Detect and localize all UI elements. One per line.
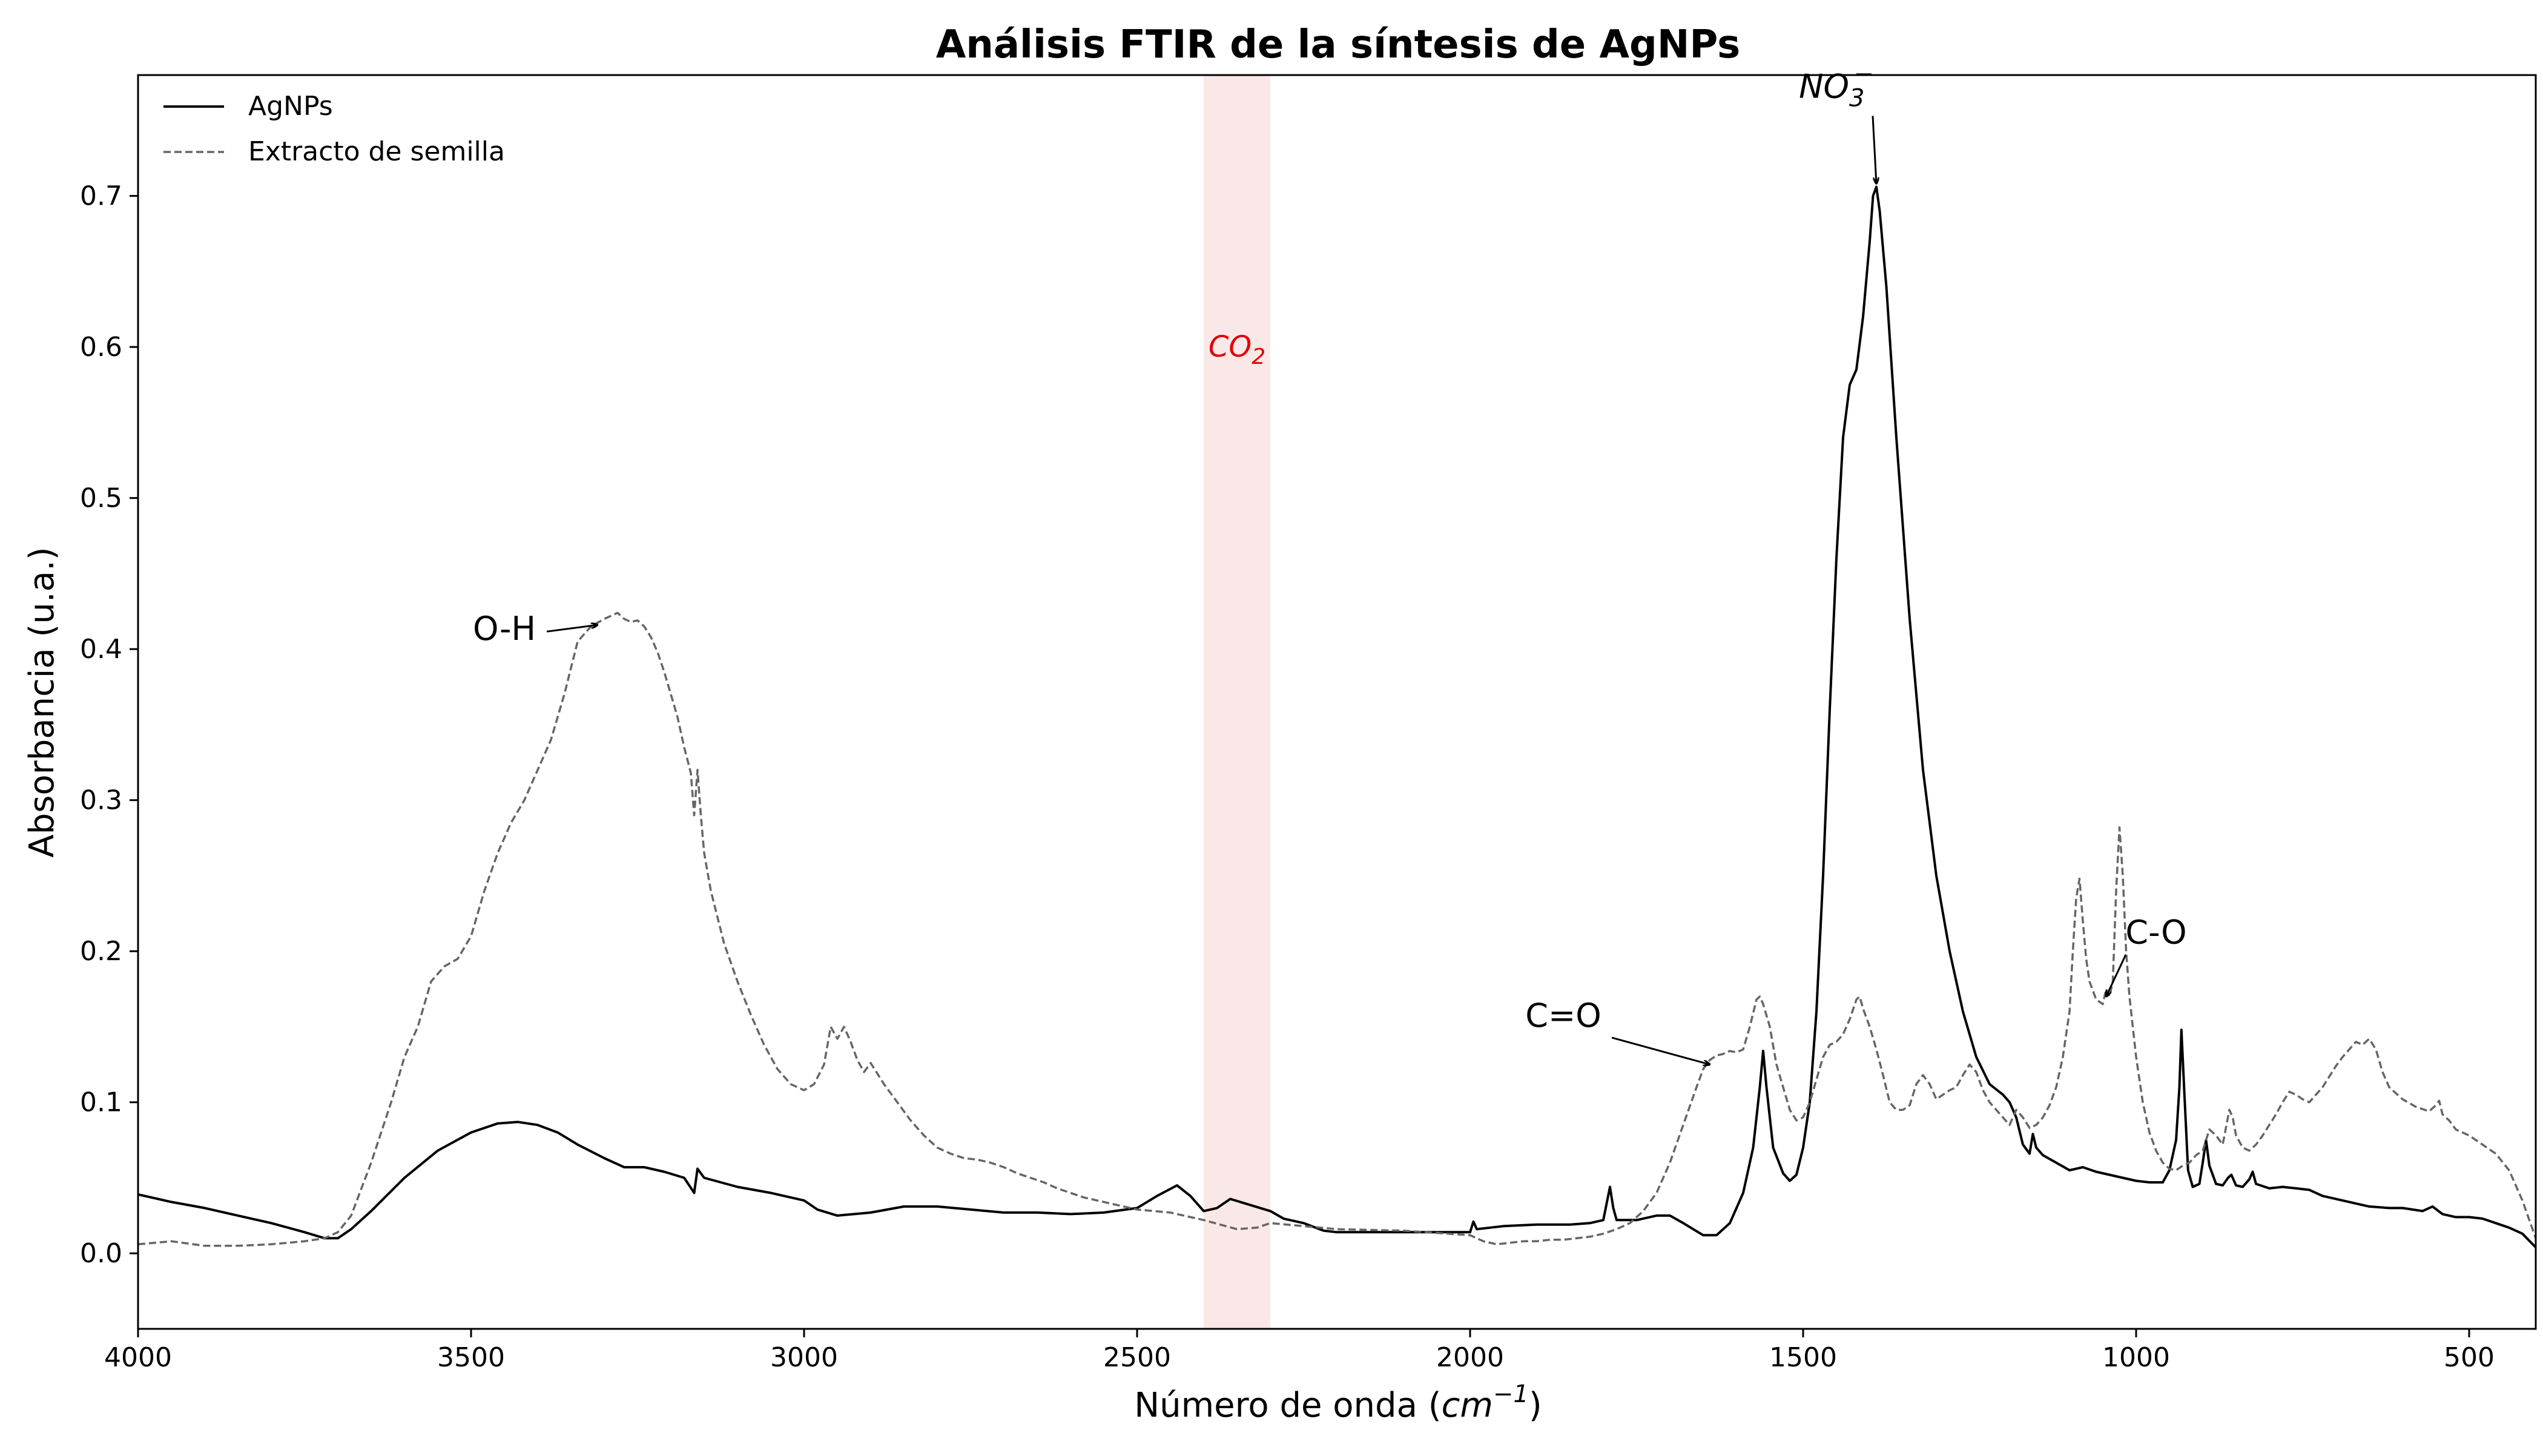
x-tick-label: 4000	[104, 1342, 172, 1373]
y-axis-label: Absorbancia (u.a.)	[22, 547, 62, 857]
co2-shaded-region	[1204, 75, 1270, 1329]
co2-label-subscript: 2	[1252, 344, 1265, 369]
annotation-no3: NO3−	[1799, 60, 1876, 183]
plot-area: CO2	[138, 75, 2536, 1329]
x-axis-label-close: )	[1529, 1386, 1542, 1425]
x-tick-label: 2000	[1436, 1342, 1504, 1373]
y-tick-label: 0.4	[80, 634, 122, 665]
x-tick-label: 1000	[2102, 1342, 2170, 1373]
y-tick-label: 0.6	[80, 332, 122, 363]
annotations: O-H C=O C-O NO3−	[473, 60, 2187, 1064]
annotation-label-main: NO	[1799, 67, 1849, 105]
legend-entry: AgNPs	[163, 91, 333, 122]
x-tick-label: 3000	[770, 1342, 838, 1373]
annotation-co-c: C=O	[1525, 996, 1710, 1064]
x-tick-label: 500	[2444, 1342, 2495, 1373]
annotation-label-co-c: C=O	[1525, 996, 1601, 1035]
x-tick-label: 2500	[1103, 1342, 1171, 1373]
annotation-label-superscript: −	[1853, 60, 1874, 88]
annotation-label-no3: NO3−	[1799, 60, 1874, 112]
annotation-label-subscript: 3	[1849, 84, 1864, 112]
annotation-arrow-no3	[1872, 116, 1876, 183]
series-line-agnps	[138, 185, 2536, 1248]
y-tick-label: 0.5	[80, 483, 122, 514]
y-tick-label: 0.0	[80, 1238, 122, 1269]
x-axis-label-var: cm	[1442, 1386, 1493, 1425]
x-tick-label: 3500	[437, 1342, 505, 1373]
y-tick-label: 0.1	[80, 1087, 122, 1118]
y-tick-label: 0.3	[80, 785, 122, 816]
axes: 4000 3500 3000 2500 2000 1500 1000 500 0.0 0.1 0.2…	[80, 74, 2537, 1373]
annotation-arrow-oh	[546, 625, 598, 633]
legend-label: AgNPs	[248, 91, 333, 122]
annotation-arrow-co-c	[1611, 1036, 1710, 1064]
annotation-arrow-co-single	[2106, 954, 2127, 996]
plot-frame	[137, 74, 2537, 1330]
annotation-oh: O-H	[473, 610, 598, 648]
series-group	[138, 185, 2536, 1248]
x-tick-label: 1500	[1769, 1342, 1837, 1373]
x-axis-label: Número de onda (cm−1)	[1134, 1380, 1542, 1425]
annotation-label-co-single: C-O	[2125, 914, 2186, 952]
x-axis-label-exponent: −1	[1493, 1380, 1529, 1408]
legend: AgNPs Extracto de semilla	[163, 91, 505, 167]
annotation-label-oh: O-H	[473, 610, 536, 648]
x-axis-label-main: Número de onda (	[1134, 1386, 1441, 1425]
legend-label: Extracto de semilla	[248, 136, 505, 167]
y-tick-label: 0.2	[80, 936, 122, 967]
co2-label-main: CO	[1209, 330, 1252, 364]
legend-entry: Extracto de semilla	[163, 136, 505, 167]
annotation-co-single: C-O	[2106, 914, 2187, 996]
series-line-extracto-semilla	[138, 611, 2536, 1247]
y-tick-label: 0.7	[80, 181, 122, 212]
co2-region-label: CO2	[1209, 330, 1265, 369]
chart-title: Análisis FTIR de la síntesis de AgNPs	[936, 22, 1741, 67]
